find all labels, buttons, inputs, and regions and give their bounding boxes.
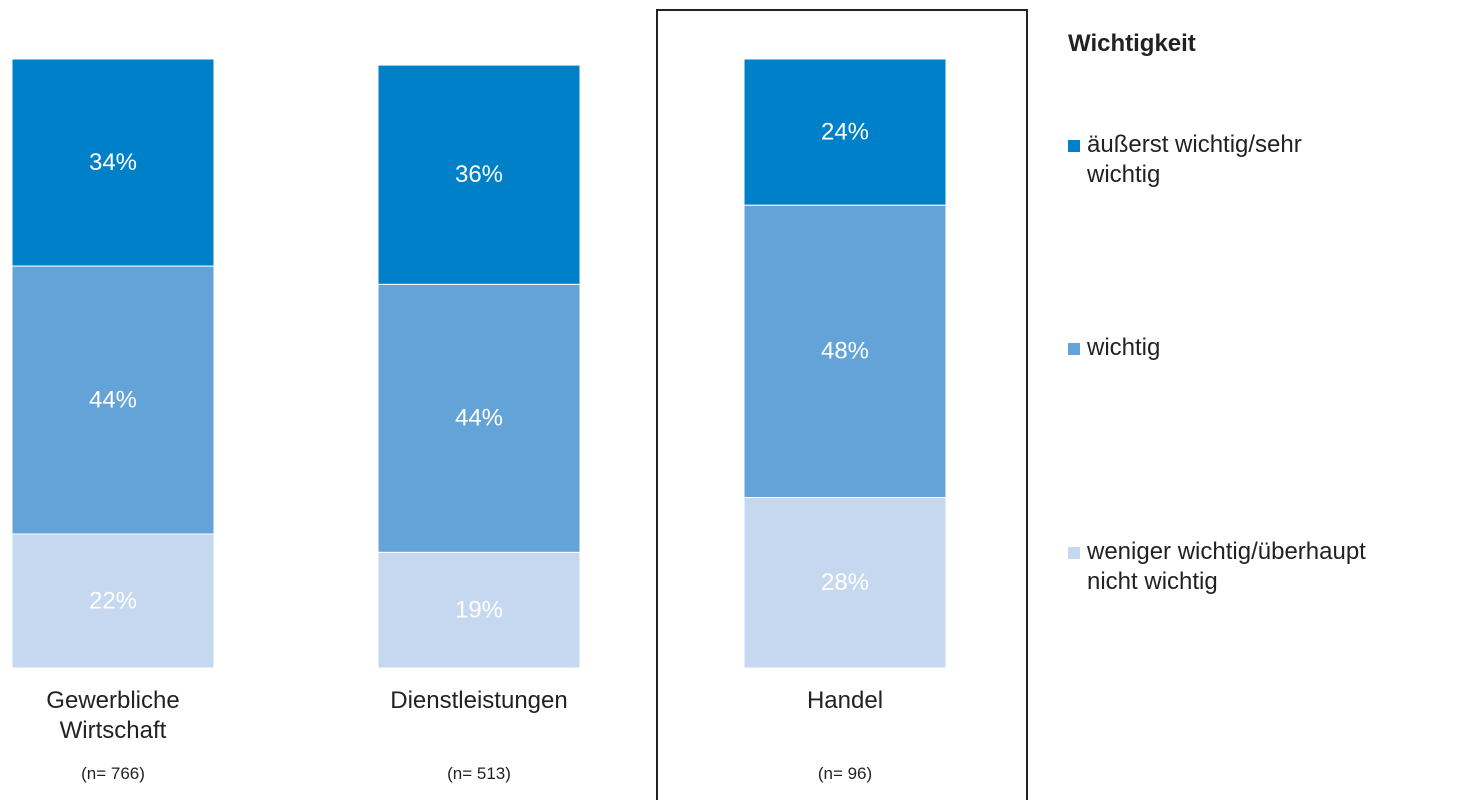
sample-size: (n= 96) xyxy=(817,764,873,783)
value-label: 19% xyxy=(455,596,503,623)
sample-size: (n= 766) xyxy=(81,764,145,783)
highlight-box xyxy=(656,9,1028,800)
sample-size: (n= 513) xyxy=(447,764,511,783)
bar-segment xyxy=(11,533,215,669)
value-label: 28% xyxy=(821,569,869,596)
value-label: 48% xyxy=(821,338,869,365)
category-label: Dienstleistungen xyxy=(390,687,568,714)
legend-label: weniger wichtig/überhaupt nicht wichtig xyxy=(1087,538,1366,595)
value-label: 24% xyxy=(821,118,869,145)
legend-swatch xyxy=(1068,343,1080,355)
value-label: 22% xyxy=(89,587,137,614)
bar-segment xyxy=(377,551,581,669)
category-label: Handel xyxy=(806,687,884,714)
bar-segment xyxy=(11,58,215,267)
value-label: 44% xyxy=(455,405,503,432)
legend-swatch xyxy=(1068,547,1080,559)
value-label: 34% xyxy=(89,149,137,176)
value-label: 36% xyxy=(455,161,503,188)
value-label: 44% xyxy=(89,386,137,413)
legend-title: Wichtigkeit xyxy=(1068,30,1196,57)
bar-segment xyxy=(377,283,581,553)
bar-segment xyxy=(743,58,947,206)
bar-segment xyxy=(743,204,947,498)
legend-swatch xyxy=(1068,140,1080,152)
legend-label: äußerst wichtig/sehr wichtig xyxy=(1087,131,1302,188)
bar-segment xyxy=(377,64,581,285)
legend-label: wichtig xyxy=(1087,334,1161,361)
category-label: Gewerbliche Wirtschaft xyxy=(46,687,180,744)
bar-segment xyxy=(11,265,215,535)
bar-segment xyxy=(743,496,947,669)
